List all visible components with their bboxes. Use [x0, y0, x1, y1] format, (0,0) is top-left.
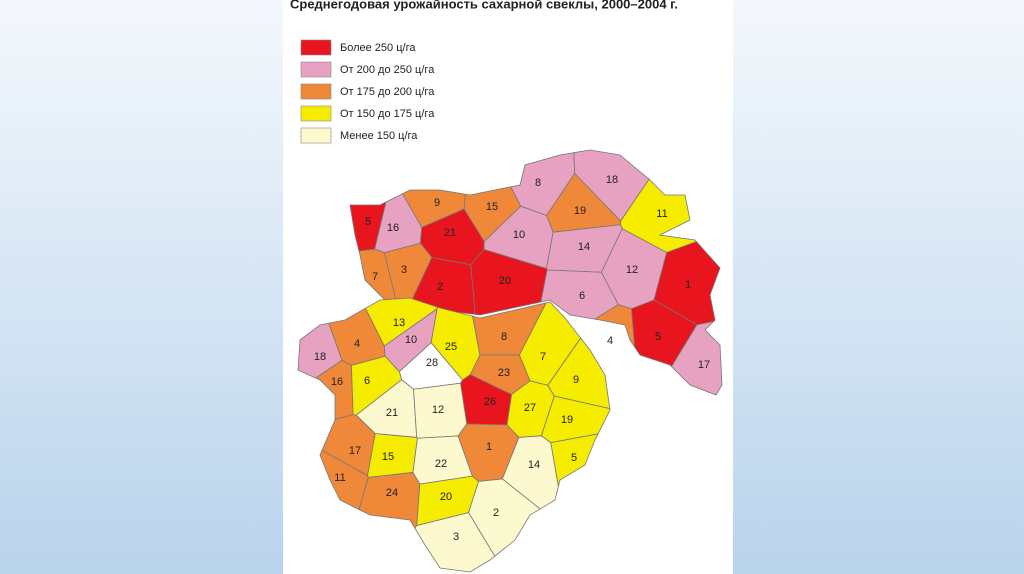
- region-label: 28: [426, 357, 438, 369]
- region-label: 18: [606, 174, 618, 186]
- region-label: 22: [435, 458, 447, 470]
- region-label: 3: [453, 531, 459, 543]
- region-label: 24: [386, 487, 398, 499]
- region: [671, 320, 723, 396]
- region-label: 13: [393, 317, 405, 329]
- region-label: 9: [434, 197, 440, 209]
- legend-label: Более 250 ц/га: [340, 42, 416, 54]
- region: [540, 269, 619, 320]
- region-label: 4: [607, 335, 613, 347]
- region-label: 25: [445, 341, 457, 353]
- region-label: 17: [349, 445, 361, 457]
- legend-swatch: [300, 127, 332, 144]
- region-label: 16: [331, 376, 343, 388]
- region-label: 5: [655, 331, 661, 343]
- region-label: 11: [656, 208, 667, 220]
- legend-label: От 175 до 200 ц/га: [340, 86, 435, 98]
- region-label: 14: [528, 459, 540, 471]
- region-label: 26: [484, 396, 496, 408]
- region: [414, 512, 496, 573]
- legend-swatch: [300, 83, 332, 100]
- region-label: 18: [314, 351, 326, 363]
- region-label: 9: [573, 374, 579, 386]
- region-label: 19: [574, 205, 586, 217]
- region-label: 15: [486, 201, 498, 213]
- region-label: 3: [401, 264, 407, 276]
- legend-label: От 200 до 250 ц/га: [340, 64, 435, 76]
- region-label: 27: [524, 402, 536, 414]
- region-label: 20: [499, 275, 511, 287]
- region: [358, 248, 397, 303]
- region-label: 23: [498, 367, 510, 379]
- region-label: 1: [685, 279, 691, 291]
- region-label: 2: [493, 507, 499, 519]
- region-label: 4: [354, 338, 360, 350]
- region-label: 7: [372, 271, 378, 283]
- region-label: 14: [578, 241, 590, 253]
- region: [631, 299, 698, 368]
- region-label: 8: [501, 331, 507, 343]
- region-label: 16: [387, 222, 399, 234]
- region: [593, 304, 636, 348]
- legend: Более 250 ц/га От 200 до 250 ц/га От 175 д…: [300, 39, 435, 144]
- region-label: 17: [698, 359, 710, 371]
- region-label: 7: [540, 351, 546, 363]
- region-label: 8: [535, 177, 541, 189]
- region-label: 1: [486, 441, 492, 453]
- region-label: 5: [365, 216, 371, 228]
- region-label: 12: [626, 264, 638, 276]
- legend-swatch: [300, 39, 332, 56]
- region-label: 11: [334, 472, 345, 484]
- region-label: 2: [437, 281, 443, 293]
- legend-label: Менее 150 ц/га: [340, 130, 418, 142]
- region-label: 21: [444, 227, 456, 239]
- region-label: 10: [405, 334, 417, 346]
- region-label: 6: [364, 375, 370, 387]
- region-label: 12: [432, 404, 444, 416]
- region-label: 6: [579, 290, 585, 302]
- legend-swatch: [300, 61, 332, 78]
- region: [501, 435, 559, 510]
- region-label: 10: [513, 229, 525, 241]
- region-label: 21: [386, 407, 398, 419]
- region-label: 19: [561, 414, 573, 426]
- legend-swatch: [300, 105, 332, 122]
- region-label: 5: [571, 452, 577, 464]
- region-label: 20: [440, 491, 452, 503]
- region-label: 15: [382, 451, 394, 463]
- title: Среднегодовая урожайность сахарной свекл…: [290, 0, 678, 11]
- legend-label: От 150 до 175 ц/га: [340, 108, 435, 120]
